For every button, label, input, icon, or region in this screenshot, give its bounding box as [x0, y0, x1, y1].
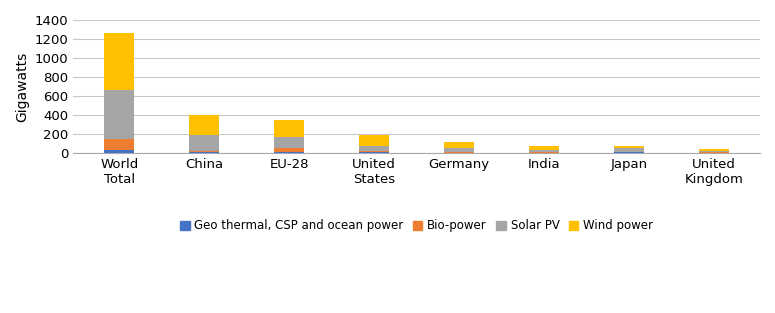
Bar — [274, 137, 304, 147]
Bar — [105, 33, 134, 90]
Bar — [274, 147, 304, 152]
Bar — [360, 146, 389, 151]
Bar — [699, 152, 728, 153]
Bar — [444, 148, 474, 152]
Bar — [274, 152, 304, 153]
Bar — [189, 152, 219, 153]
Bar — [105, 139, 134, 150]
Bar — [444, 142, 474, 148]
Bar — [699, 149, 728, 151]
Bar — [360, 151, 389, 152]
Bar — [189, 135, 219, 151]
Bar — [274, 120, 304, 137]
Bar — [105, 90, 134, 139]
Bar — [614, 146, 644, 148]
Bar — [614, 148, 644, 152]
Bar — [105, 150, 134, 153]
Bar — [529, 152, 559, 153]
Bar — [360, 152, 389, 153]
Legend: Geo thermal, CSP and ocean power, Bio-power, Solar PV, Wind power: Geo thermal, CSP and ocean power, Bio-po… — [175, 214, 658, 237]
Bar — [189, 151, 219, 152]
Bar — [360, 135, 389, 146]
Bar — [529, 150, 559, 152]
Bar — [614, 152, 644, 153]
Bar — [699, 151, 728, 152]
Bar — [529, 146, 559, 150]
Bar — [189, 115, 219, 135]
Bar — [444, 152, 474, 153]
Y-axis label: Gigawatts: Gigawatts — [15, 51, 29, 121]
